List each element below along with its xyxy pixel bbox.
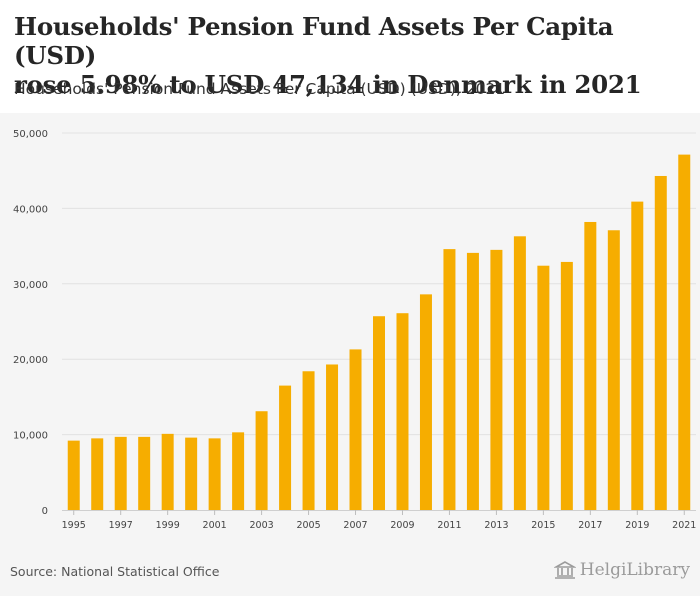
x-tick-label: 1997 <box>109 520 133 531</box>
header: Households' Pension Fund Assets Per Capi… <box>0 0 700 113</box>
y-tick-label: 0 <box>42 506 48 517</box>
y-tick-label: 30,000 <box>13 280 48 291</box>
bar-layer <box>67 154 691 511</box>
x-tick-label: 1999 <box>156 520 180 531</box>
bar-2006 <box>326 364 339 510</box>
bar-2003 <box>255 411 268 510</box>
x-tick-label: 2017 <box>578 520 602 531</box>
bar-2011 <box>443 249 456 510</box>
bar-2004 <box>279 385 292 510</box>
x-tick-label: 2007 <box>343 520 367 531</box>
x-tick-label: 1995 <box>62 520 86 531</box>
x-tick-label: 2021 <box>672 520 696 531</box>
source-note: Source: National Statistical Office <box>10 564 220 579</box>
bar-2010 <box>419 294 432 510</box>
chart-title: Households' Pension Fund Assets Per Capi… <box>14 12 694 99</box>
axis-layer: 0 10,000 20,000 30,000 40,000 50,000 1995 1997 1… <box>13 129 696 531</box>
x-tick-label: 2005 <box>296 520 320 531</box>
bar-2007 <box>349 349 362 510</box>
bar-2008 <box>373 316 385 510</box>
bar-2021 <box>678 154 691 511</box>
x-tick-label: 2009 <box>390 520 414 531</box>
bar-2009 <box>396 313 409 510</box>
bar-2019 <box>631 201 644 510</box>
bar-2016 <box>560 261 573 510</box>
bar-2012 <box>466 252 479 511</box>
bar-chart: 0 10,000 20,000 30,000 40,000 50,000 1995 1997 1… <box>13 129 696 531</box>
y-tick-label: 20,000 <box>13 355 48 366</box>
x-tick-label: 2003 <box>249 520 273 531</box>
x-tick-label: 2013 <box>484 520 508 531</box>
brand-logo: HelgiLibrary <box>553 560 690 580</box>
bar-2013 <box>490 249 503 510</box>
x-tick-label: 2015 <box>531 520 555 531</box>
x-tick-label: 2011 <box>437 520 461 531</box>
bar-2015 <box>537 265 550 510</box>
bar-1995 <box>67 440 80 510</box>
y-tick-label: 10,000 <box>13 431 48 442</box>
bar-2014 <box>513 236 526 510</box>
bar-1999 <box>161 433 174 510</box>
brand-name: HelgiLibrary <box>579 560 690 580</box>
bar-2002 <box>232 432 245 510</box>
x-tick-label: 2019 <box>625 520 649 531</box>
bar-1997 <box>114 436 127 510</box>
y-tick-label: 50,000 <box>13 129 48 140</box>
bar-2000 <box>185 437 198 510</box>
bar-1996 <box>91 438 104 510</box>
chart-subtitle: Households' Pension Fund Assets Per Capi… <box>14 80 506 98</box>
bar-1998 <box>138 436 151 510</box>
x-tick-label: 2001 <box>203 520 227 531</box>
footer <box>0 553 700 596</box>
bar-2020 <box>654 175 667 510</box>
bar-2017 <box>584 221 597 511</box>
library-building-icon <box>553 561 576 579</box>
bar-2018 <box>607 230 620 511</box>
title-line-2: rose 5.98% to USD 47,134 in Denmark in 2… <box>14 70 642 99</box>
y-tick-label: 40,000 <box>13 204 48 215</box>
title-line-1: Households' Pension Fund Assets Per Capi… <box>14 12 614 70</box>
bar-2005 <box>302 371 315 510</box>
bar-2001 <box>208 438 221 510</box>
